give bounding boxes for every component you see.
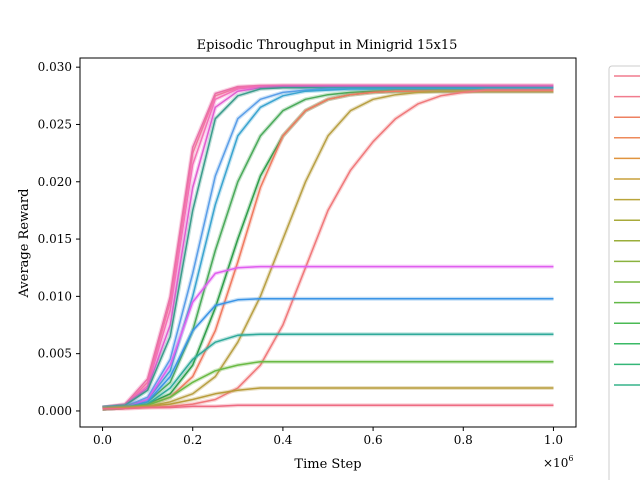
x-tick-label: 1.0 bbox=[544, 433, 563, 447]
series-5-line bbox=[102, 87, 554, 409]
x-axis-label: Time Step bbox=[294, 457, 361, 472]
x-tick-label: 0.6 bbox=[364, 433, 383, 447]
chart-title: Episodic Throughput in Minigrid 15x15 bbox=[197, 38, 458, 53]
series-18-line bbox=[102, 404, 554, 410]
x-tick-label: 0.2 bbox=[183, 433, 202, 447]
y-ticks: 0.000 0.005 0.010 0.015 0.020 0.025 0.030 bbox=[38, 60, 80, 418]
x-tick-label: 0.8 bbox=[454, 433, 473, 447]
y-tick-label: 0.000 bbox=[38, 404, 72, 418]
series-16-line bbox=[102, 360, 554, 410]
plot-frame bbox=[79, 57, 577, 428]
x-multiplier-label: ×106 bbox=[543, 454, 573, 470]
legend-box bbox=[608, 65, 640, 480]
series-14-line bbox=[102, 297, 554, 410]
y-tick-label: 0.030 bbox=[38, 60, 72, 74]
series-12-line bbox=[102, 89, 554, 410]
series-17-line bbox=[102, 387, 554, 410]
y-axis-label: Average Reward bbox=[17, 189, 32, 299]
y-tick-label: 0.010 bbox=[38, 289, 72, 303]
x-tick-label: 0.0 bbox=[93, 433, 112, 447]
legend bbox=[608, 65, 640, 480]
y-tick-label: 0.025 bbox=[38, 117, 72, 131]
series-13-line bbox=[102, 265, 554, 410]
legend-entries bbox=[614, 75, 640, 386]
x-tick-label: 0.4 bbox=[273, 433, 292, 447]
series-layer bbox=[102, 83, 554, 411]
series-4-line bbox=[102, 85, 554, 409]
y-tick-label: 0.015 bbox=[38, 232, 72, 246]
series-15-line bbox=[102, 333, 554, 410]
y-tick-label: 0.020 bbox=[38, 175, 72, 189]
x-ticks: 0.0 0.2 0.4 0.6 0.8 1.0 bbox=[93, 427, 563, 447]
y-tick-label: 0.005 bbox=[38, 347, 72, 361]
series-2-line bbox=[102, 84, 554, 409]
